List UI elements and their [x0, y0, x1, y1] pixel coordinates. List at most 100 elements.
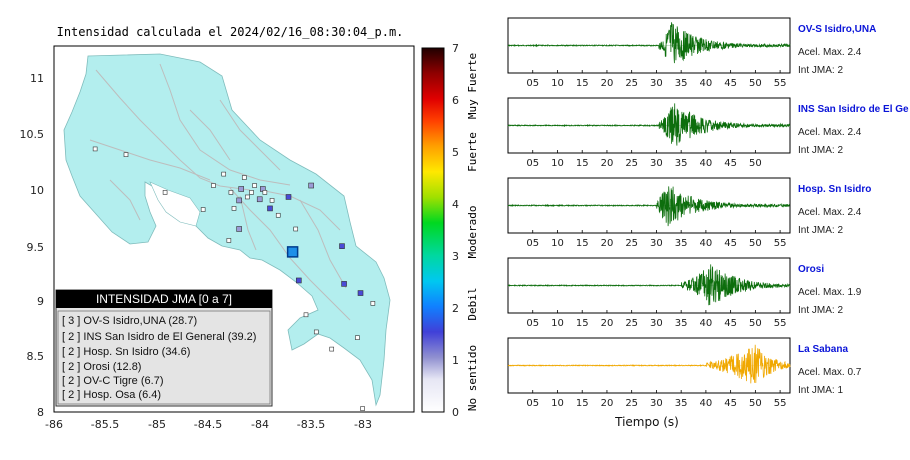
station-marker — [231, 206, 237, 211]
station-marker — [211, 183, 216, 188]
trace-tick-label: 25 — [625, 78, 638, 89]
trace-tick-label: 35 — [675, 238, 688, 249]
map-x-tick: -85.5 — [91, 418, 119, 431]
trace-tick-label: 35 — [675, 398, 688, 409]
station-marker — [370, 301, 376, 306]
trace-tick-label: 20 — [601, 78, 614, 89]
station-marker — [329, 346, 335, 352]
trace-tick-label: 55 — [774, 78, 787, 89]
trace-tick-label: 50 — [749, 158, 762, 169]
colorbar-category: Debil — [466, 287, 479, 320]
road-network — [89, 63, 351, 321]
station-marker — [357, 290, 364, 296]
trace-tick-label: 35 — [675, 318, 688, 329]
trace-tick-label: 40 — [700, 318, 713, 329]
trace-panel: 05 10 15 20 25 30 35 40 45 50 INS San Isidro de El… — [507, 97, 909, 169]
trace-tick-label: 45 — [724, 158, 737, 169]
legend-box — [55, 289, 273, 407]
legend-title: INTENSIDAD JMA [0 a 7] — [96, 292, 232, 306]
station-marker — [355, 335, 360, 340]
legend-item: [ 3 ] OV-S Isidro,UNA (28.7) — [62, 315, 197, 327]
trace-tick-label: 15 — [576, 318, 589, 329]
waveform-line — [507, 22, 791, 64]
trace-int-jma: Int JMA: 2 — [798, 65, 843, 76]
station-marker — [238, 186, 244, 192]
map-panel: -86 -85.5 -85 -84.5 -84 -83.5 -83 11 10.… — [20, 45, 415, 431]
station-marker — [123, 152, 129, 157]
legend-item: [ 2 ] Hosp. Osa (6.4) — [62, 389, 161, 401]
station-marker — [313, 329, 319, 335]
trace-tick-label: 10 — [551, 78, 564, 89]
trace-tick-label: 10 — [551, 398, 564, 409]
station-marker — [162, 190, 168, 195]
station-marker — [286, 246, 299, 258]
trace-acel-max: Acel. Max. 2.4 — [798, 127, 862, 138]
trace-tick-label: 20 — [601, 238, 614, 249]
colorbar-tick: 0 — [452, 406, 459, 419]
station-marker — [269, 198, 275, 203]
trace-int-jma: Int JMA: 2 — [798, 305, 843, 316]
station-marker — [293, 226, 299, 232]
gulf-of-nicoya — [149, 181, 201, 227]
trace-acel-max: Acel. Max. 0.7 — [798, 367, 862, 378]
colorbar-tick: 1 — [452, 354, 459, 367]
map-title: Intensidad calculada el 2024/02/16_08:30… — [57, 25, 404, 39]
station-marker — [262, 190, 268, 195]
trace-tick-label: 25 — [625, 238, 638, 249]
colorbar-gradient — [421, 47, 445, 413]
trace-tick-label: 15 — [576, 158, 589, 169]
waveform-line — [507, 103, 791, 146]
trace-tick-label: 05 — [526, 238, 539, 249]
trace-tick-label: 45 — [724, 238, 737, 249]
legend-item: [ 2 ] INS San Isidro de El General (39.2… — [62, 331, 256, 343]
map-x-tick: -84 — [251, 418, 269, 431]
trace-tick-label: 30 — [650, 398, 663, 409]
station-marker — [303, 312, 309, 318]
station-marker — [267, 205, 273, 212]
trace-tick-label: 45 — [724, 318, 737, 329]
trace-station-name: Hosp. Sn Isidro — [798, 184, 871, 195]
trace-tick-label: 55 — [774, 318, 787, 329]
trace-tick-label: 20 — [601, 158, 614, 169]
map-x-axis: -86 -85.5 -85 -84.5 -84 -83.5 -83 — [45, 418, 372, 431]
trace-tick-label: 15 — [576, 78, 589, 89]
station-marker — [245, 194, 250, 200]
colorbar-tick: 2 — [452, 302, 459, 315]
colorbar: 7 6 5 4 3 2 1 0 Muy Fuerte Fuerte Modera… — [421, 42, 479, 419]
station-markers — [92, 146, 376, 411]
legend-item: [ 2 ] Orosi (12.8) — [62, 361, 141, 373]
trace-int-jma: Int JMA: 2 — [798, 145, 843, 156]
station-marker — [236, 226, 242, 232]
trace-int-jma: Int JMA: 2 — [798, 225, 843, 236]
trace-tick-label: 25 — [625, 318, 638, 329]
trace-tick-label: 10 — [551, 238, 564, 249]
legend-item: [ 2 ] Hosp. Sn Isidro (34.6) — [62, 346, 190, 358]
trace-tick-label: 15 — [576, 238, 589, 249]
map-y-tick: 9 — [37, 295, 44, 308]
map-x-tick: -85 — [148, 418, 166, 431]
station-marker — [92, 146, 98, 152]
trace-tick-label: 55 — [774, 238, 787, 249]
map-x-tick: -86 — [45, 418, 63, 431]
map-x-tick: -83 — [354, 418, 372, 431]
map-y-axis: 11 10.5 10 9.5 9 8.5 8 — [20, 72, 45, 419]
station-marker — [226, 238, 232, 243]
station-marker — [221, 171, 227, 177]
waveform-line — [507, 264, 791, 306]
trace-tick-label: 50 — [749, 78, 762, 89]
waveform-line — [507, 344, 791, 384]
map-y-tick: 11 — [30, 72, 44, 85]
trace-tick-label: 30 — [650, 318, 663, 329]
trace-tick-label: 40 — [700, 398, 713, 409]
trace-tick-label: 40 — [700, 238, 713, 249]
trace-tick-label: 05 — [526, 398, 539, 409]
station-marker — [295, 277, 302, 284]
trace-acel-max: Acel. Max. 2.4 — [798, 207, 862, 218]
waveform-traces: 05 10 15 20 25 30 35 40 45 50 55 OV-S Isidro,UNA Ace… — [507, 17, 909, 409]
station-marker — [236, 197, 242, 204]
station-marker — [256, 196, 263, 203]
traces-x-label: Tiempo (s) — [614, 415, 679, 429]
trace-tick-label: 25 — [625, 398, 638, 409]
map-y-tick: 8 — [37, 406, 44, 419]
costa-rica-landmass — [63, 53, 391, 407]
